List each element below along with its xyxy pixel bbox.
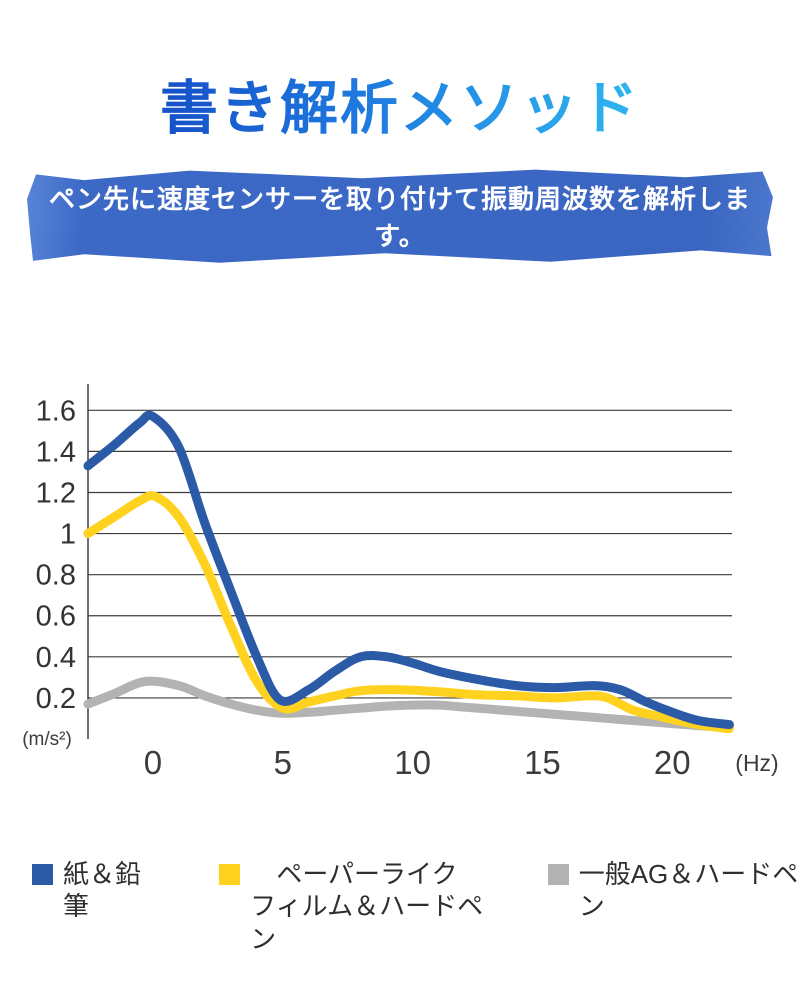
x-tick-label: 15: [524, 744, 561, 781]
legend-label: 紙＆鉛筆: [63, 858, 142, 922]
legend-label: フィルム＆ハードペン: [250, 891, 484, 954]
x-tick-label: 0: [144, 744, 162, 781]
legend-item-paperlike-film: ペーパーライク フィルム＆ハードペン: [219, 858, 484, 956]
title-wrap: 書き解析メソッド: [0, 0, 800, 143]
x-tick-label: 10: [394, 744, 431, 781]
y-tick-label: 0.4: [36, 642, 76, 674]
y-axis-unit-label: (m/s²): [22, 729, 72, 750]
subtitle-text: ペン先に速度センサーを取り付けて振動周波数を解析します。: [48, 183, 751, 251]
y-tick-label: 1: [60, 518, 76, 550]
legend-item-general-ag: 一般AG＆ハードペン: [547, 858, 800, 923]
legend-swatch-yellow: [219, 863, 241, 885]
x-tick-label: 5: [274, 744, 292, 781]
page-title: 書き解析メソッド: [160, 0, 640, 143]
y-tick-label: 0.8: [36, 559, 76, 591]
series-line-general-ag: [83, 676, 734, 732]
x-tick-label: 20: [654, 744, 691, 781]
line-chart: 1.6 1.4 1.2 1 0.8 0.6 0.4 0.2 0 5 10 15 20 (Hz) (m/s²): [22, 383, 779, 781]
legend-item-paper-pencil: 紙＆鉛筆: [32, 858, 155, 923]
y-tick-label: 0.6: [36, 600, 76, 632]
series-line-paper-pencil: [83, 410, 734, 729]
legend-swatch-gray: [547, 863, 569, 885]
y-tick-label: 0.2: [36, 683, 76, 715]
subtitle-banner: ペン先に速度センサーを取り付けて振動周波数を解析します。: [27, 169, 773, 263]
y-tick-label: 1.4: [36, 436, 76, 468]
chart-legend: 紙＆鉛筆 ペーパーライク フィルム＆ハードペン 一般AG＆ハードペン: [0, 858, 800, 956]
series-line-paperlike-film: [83, 490, 734, 733]
x-axis-unit-label: (Hz): [735, 750, 778, 776]
legend-label: ペーパーライク: [276, 858, 458, 889]
legend-swatch-blue: [32, 863, 53, 885]
y-tick-label: 1.2: [36, 477, 76, 509]
legend-label: 一般AG＆ハードペン: [578, 858, 799, 922]
y-tick-label: 1.6: [36, 395, 76, 427]
